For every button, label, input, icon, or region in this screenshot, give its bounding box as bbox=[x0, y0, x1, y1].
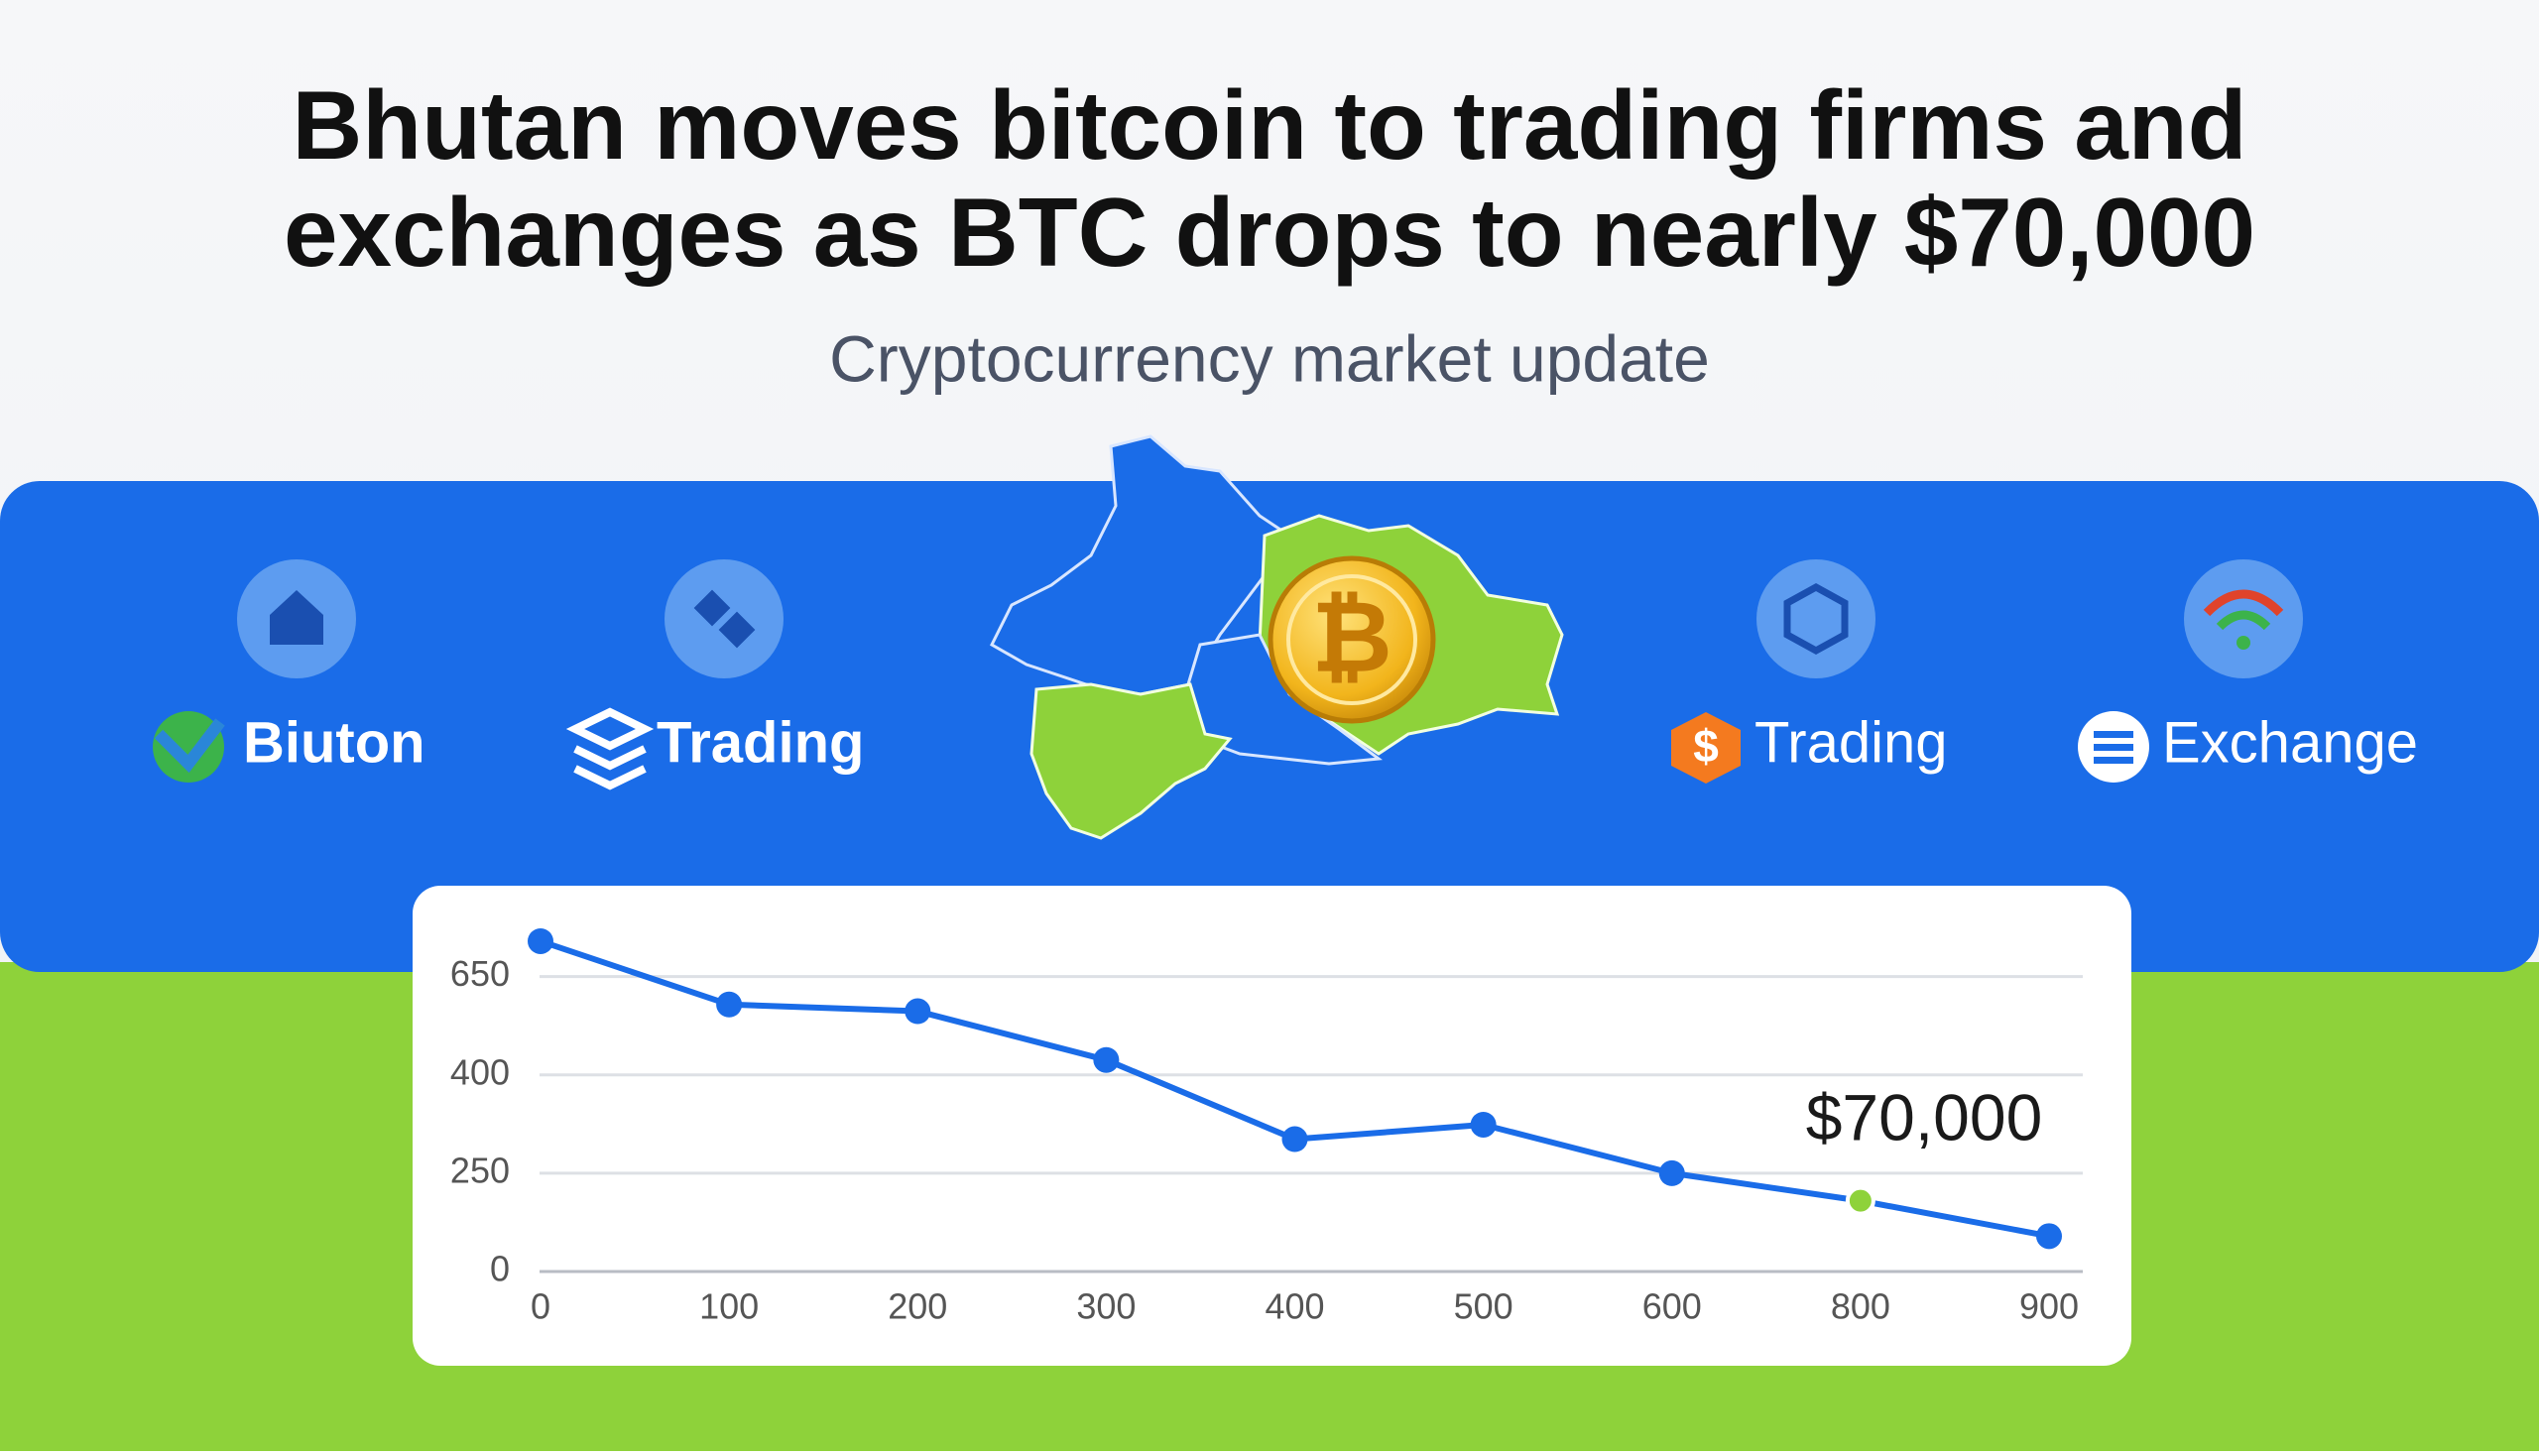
logo-label: Biuton bbox=[243, 710, 425, 775]
data-point bbox=[1281, 1126, 1308, 1153]
logo-label: Trading bbox=[657, 710, 864, 775]
annotation: $70,000 bbox=[1806, 1080, 2043, 1153]
title-line: Bhutan moves bitcoin to trading firms an… bbox=[292, 70, 2246, 180]
x-tick-label: 100 bbox=[699, 1286, 759, 1327]
y-tick-label: 0 bbox=[490, 1249, 510, 1289]
y-tick-label: 400 bbox=[450, 1051, 510, 1092]
logo-mark bbox=[2078, 711, 2149, 783]
logo-label: Exchange bbox=[2162, 710, 2418, 775]
data-point bbox=[1658, 1159, 1685, 1186]
data-point bbox=[1093, 1046, 1120, 1073]
icon bbox=[1756, 559, 1875, 678]
icon bbox=[2184, 559, 2303, 678]
x-tick-label: 200 bbox=[888, 1286, 947, 1327]
map-illustration: ₿ bbox=[990, 434, 1564, 840]
icon bbox=[665, 559, 784, 678]
svg-text:$: $ bbox=[1693, 720, 1719, 772]
x-tick-label: 500 bbox=[1454, 1286, 1513, 1327]
icon bbox=[237, 559, 356, 678]
y-tick-label: 250 bbox=[450, 1150, 510, 1190]
data-point bbox=[905, 998, 931, 1025]
data-point bbox=[1845, 1185, 1875, 1216]
title-line: exchanges as BTC drops to nearly $70,000 bbox=[284, 178, 2255, 287]
logo-mark: $ bbox=[1671, 712, 1741, 784]
chart: 0 250 400 650 0 100 200 300 400 500 600 800 900 $70,0… bbox=[450, 927, 2083, 1327]
y-tick-label: 650 bbox=[450, 953, 510, 994]
x-tick-label: 600 bbox=[1642, 1286, 1702, 1327]
data-point bbox=[1470, 1111, 1497, 1138]
logo-mark bbox=[153, 711, 225, 783]
logo-label: Trading bbox=[1754, 710, 1948, 775]
data-point bbox=[2036, 1223, 2062, 1250]
subtitle: Cryptocurrency market update bbox=[829, 321, 1710, 395]
x-tick-label: 0 bbox=[531, 1286, 550, 1327]
logo-mark bbox=[565, 707, 655, 790]
x-tick-label: 900 bbox=[2019, 1286, 2079, 1327]
svg-text:₿: ₿ bbox=[1311, 581, 1392, 692]
data-point bbox=[716, 991, 743, 1018]
x-tick-label: 800 bbox=[1831, 1286, 1890, 1327]
x-tick-label: 300 bbox=[1076, 1286, 1136, 1327]
x-tick-label: 400 bbox=[1265, 1286, 1324, 1327]
data-point bbox=[528, 927, 553, 954]
